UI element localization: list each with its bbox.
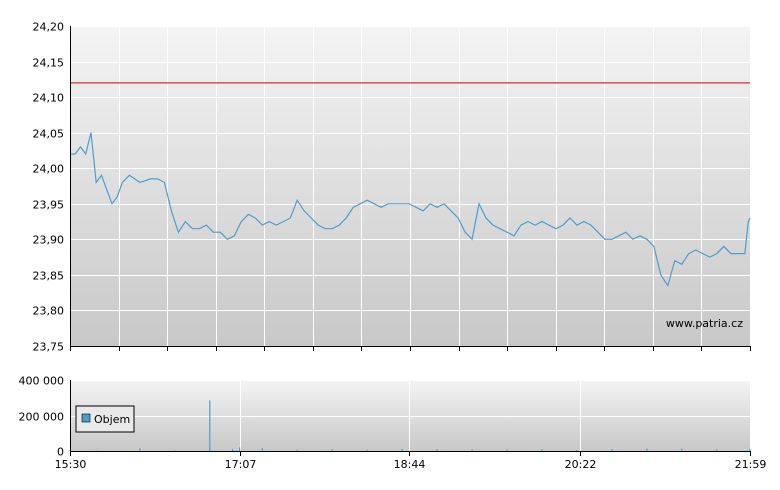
volume-legend: Objem	[75, 405, 135, 433]
volume-y-tick-label: 400 000	[19, 375, 65, 388]
legend-swatch	[81, 413, 91, 423]
price-y-tick-label: 23,95	[33, 199, 65, 212]
price-y-tick-label: 23,80	[33, 305, 65, 318]
price-panel: 24,20 24,15 24,10 24,05 24,00 23,95 23,90 23,85…	[33, 21, 751, 354]
price-y-tick-label: 24,05	[33, 128, 65, 141]
price-y-tick-label: 24,00	[33, 163, 65, 176]
price-y-tick-label: 24,20	[33, 21, 65, 34]
volume-y-tick-label: 200 000	[19, 411, 65, 424]
price-series-line	[70, 132, 751, 288]
price-y-tick-label: 24,15	[33, 57, 65, 70]
price-y-tick-label: 23,85	[33, 270, 65, 283]
watermark: www.patria.cz	[666, 317, 743, 330]
price-x-tick-marks	[70, 346, 751, 351]
x-tick-label: 18:44	[394, 458, 426, 471]
x-tick-label: 15:30	[55, 458, 87, 471]
x-tick-label: 20:22	[565, 458, 597, 471]
volume-panel: 400 000 200 000 0 15:30 17:07 18:44 20:22 21:5…	[19, 375, 767, 472]
legend-label: Objem	[94, 413, 130, 426]
volume-y-tick-labels: 400 000 200 000 0	[19, 375, 65, 459]
price-y-tick-label: 23,90	[33, 234, 65, 247]
volume-bars	[69, 400, 751, 451]
volume-x-tick-labels: 15:30 17:07 18:44 20:22 21:59	[55, 451, 767, 471]
price-y-tick-labels: 24,20 24,15 24,10 24,05 24,00 23,95 23,90 23,85…	[33, 21, 65, 354]
volume-y-tick-label: 0	[57, 446, 64, 459]
price-y-tick-label: 24,10	[33, 92, 65, 105]
x-tick-label: 17:07	[225, 458, 257, 471]
x-tick-label: 21:59	[735, 458, 767, 471]
price-y-tick-label: 23,75	[33, 341, 65, 354]
